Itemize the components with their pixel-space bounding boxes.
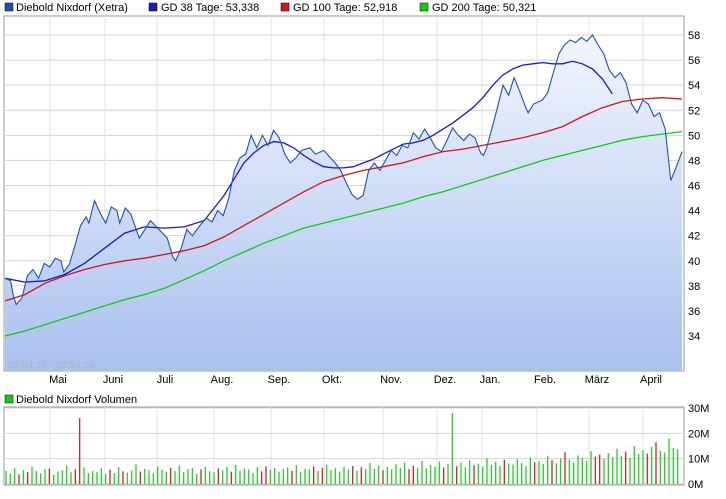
y-tick-label: 54 <box>688 80 700 92</box>
legend-gd200-label: GD 200 Tage: 50,321 <box>432 2 536 14</box>
volume-y-tick-label: 30M <box>688 403 709 415</box>
legend-gd38-label: GD 38 Tage: 53,338 <box>161 2 259 14</box>
x-tick-label: Mai <box>49 374 67 386</box>
main-legend: Diebold Nixdorf (Xetra) GD 38 Tage: 53,3… <box>4 2 536 14</box>
y-tick-label: 58 <box>688 30 700 42</box>
main-series <box>4 34 683 371</box>
legend-price-label: Diebold Nixdorf (Xetra) <box>16 2 128 14</box>
volume-grid <box>4 407 684 485</box>
volume-bars <box>5 413 679 484</box>
x-tick-label: Okt. <box>322 374 342 386</box>
y-tick-label: 48 <box>688 155 700 167</box>
volume-y-axis: 0M 10M 20M 30M <box>688 403 709 491</box>
volume-y-tick-label: 0M <box>688 479 703 491</box>
legend-swatch-gd100 <box>280 2 290 12</box>
y-tick-label: 44 <box>688 206 700 218</box>
x-tick-label: Feb. <box>534 374 556 386</box>
x-tick-label: Dez. <box>434 374 457 386</box>
x-tick-label: Aug. <box>211 374 234 386</box>
volume-plot <box>3 406 685 486</box>
x-tick-label: Nov. <box>380 374 402 386</box>
y-tick-label: 42 <box>688 231 700 243</box>
main-plot: 02.04.13 - 22.04.14 <box>3 15 685 372</box>
y-tick-label: 36 <box>688 306 700 318</box>
x-tick-label: Sep. <box>268 374 291 386</box>
y-tick-label: 40 <box>688 256 700 268</box>
legend-swatch-gd200 <box>419 2 429 12</box>
legend-swatch-price <box>4 2 14 12</box>
volume-y-tick-label: 10M <box>688 454 709 466</box>
legend-swatch-volume <box>4 394 14 404</box>
x-tick-label: März <box>585 374 609 386</box>
series-line-gd200 <box>4 130 683 337</box>
series-line-gd38 <box>4 60 613 283</box>
y-tick-label: 46 <box>688 181 700 193</box>
series-line-price <box>4 34 683 306</box>
x-tick-label: Juli <box>157 374 174 386</box>
y-tick-label: 52 <box>688 105 700 117</box>
volume-legend-label: Diebold Nixdorf Volumen <box>16 394 137 406</box>
volume-legend: Diebold Nixdorf Volumen <box>4 394 137 406</box>
main-y-axis: 34 36 38 40 42 44 46 48 50 52 54 56 58 <box>688 30 700 343</box>
x-tick-label: April <box>640 374 662 386</box>
y-tick-label: 34 <box>688 331 700 343</box>
y-tick-label: 56 <box>688 55 700 67</box>
price-area <box>5 35 682 371</box>
volume-y-tick-label: 20M <box>688 428 709 440</box>
x-tick-label: Juni <box>103 374 123 386</box>
legend-swatch-gd38 <box>148 2 158 12</box>
legend-gd100-label: GD 100 Tage: 52,918 <box>293 2 397 14</box>
y-tick-label: 50 <box>688 130 700 142</box>
date-range: 02.04.13 - 22.04.14 <box>8 360 95 371</box>
x-tick-label: Jan. <box>480 374 501 386</box>
y-tick-label: 38 <box>688 281 700 293</box>
main-x-axis: Mai Juni Juli Aug. Sep. Okt. Nov. Dez. Jan. Feb. M… <box>49 374 662 386</box>
